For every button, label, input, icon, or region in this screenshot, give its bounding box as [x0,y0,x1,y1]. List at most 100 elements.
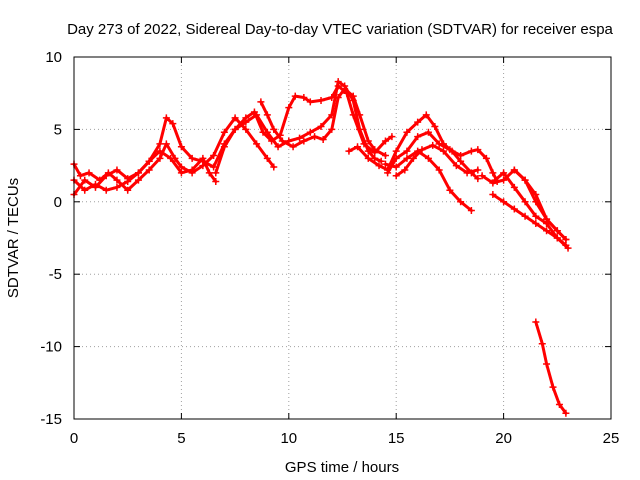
data-point [429,141,437,149]
data-point [317,96,325,104]
data-point [392,154,400,162]
data-point [124,178,132,186]
y-tick-label: -15 [40,411,62,428]
data-point [134,169,142,177]
data-point [371,146,379,154]
data-point [422,111,430,119]
data-point [96,176,104,184]
series-sat-track-12 [491,169,572,252]
data-point [392,163,400,171]
data-point [521,176,529,184]
data-point [274,143,282,151]
y-tick-label: 0 [54,194,62,211]
series-trace [493,171,570,250]
plot-frame [73,56,612,420]
data-point [231,125,239,133]
data-point [124,186,132,194]
grid [74,57,611,419]
data-point [306,98,314,106]
series-sat-track-4 [212,82,396,177]
data-point [300,94,308,102]
data-point [562,235,570,243]
data-point [85,169,93,177]
data-point [543,227,551,235]
data-point [521,212,529,220]
data-point [319,136,327,144]
data-point [381,151,389,159]
data-point [341,85,349,93]
data-point [205,169,213,177]
data-point [543,215,551,223]
y-tick-label: -10 [40,339,62,356]
data-point [334,94,342,102]
data-point [543,360,551,368]
data-point [257,98,265,106]
data-point [270,125,278,133]
data-point [521,198,529,206]
data-point [334,82,342,90]
series-sat-track-7 [384,128,501,186]
series-sat-track-6 [345,111,482,183]
data-point [414,133,422,141]
data-point [162,140,170,148]
data-point [278,137,286,145]
y-tick-label: 10 [45,49,62,66]
series-sat-track-8 [381,147,475,214]
series-trace [72,80,383,197]
data-point [403,128,411,136]
data-point [381,160,389,168]
data-point [220,143,228,151]
data-point [364,154,372,162]
data-point [491,176,499,184]
data-point [81,176,89,184]
data-point [156,154,164,162]
x-tick-label: 15 [388,430,405,447]
data-point [210,163,218,171]
data-point [435,140,443,148]
data-point [532,212,540,220]
data-point [311,133,319,141]
data-point [564,244,572,252]
data-point [474,146,482,154]
data-point [145,157,153,165]
y-tick-label: -5 [49,266,62,283]
data-point [156,147,164,155]
x-axis-label: GPS time / hours [285,459,399,476]
data-point [91,180,99,188]
data-point [414,118,422,126]
data-point [253,140,261,148]
data-point [177,169,185,177]
data-point [439,147,447,155]
data-point [467,147,475,155]
data-point [392,172,400,180]
data-point [354,143,362,151]
data-point [549,383,557,391]
data-point [177,143,185,151]
data-point [452,162,460,170]
data-point [270,163,278,171]
data-point [212,178,220,186]
data-point [489,191,497,199]
series-sat-track-14 [532,318,570,417]
data-point [510,205,518,213]
x-tick-label: 25 [603,430,620,447]
x-tick-label: 0 [70,430,78,447]
data-point [349,111,357,119]
data-point [328,94,336,102]
data-point [268,137,276,145]
data-point [242,114,250,122]
series-sat-track-9 [392,141,482,180]
series-trace [534,320,568,415]
data-point [489,169,497,177]
data-point [289,143,297,151]
data-marks [70,78,572,417]
data-point [199,154,207,162]
data-point [134,176,142,184]
data-point [76,172,84,180]
data-point [317,123,325,131]
data-point [384,169,392,177]
data-point [296,134,304,142]
data-point [538,340,546,348]
x-tick-label: 20 [495,430,512,447]
data-point [510,166,518,174]
